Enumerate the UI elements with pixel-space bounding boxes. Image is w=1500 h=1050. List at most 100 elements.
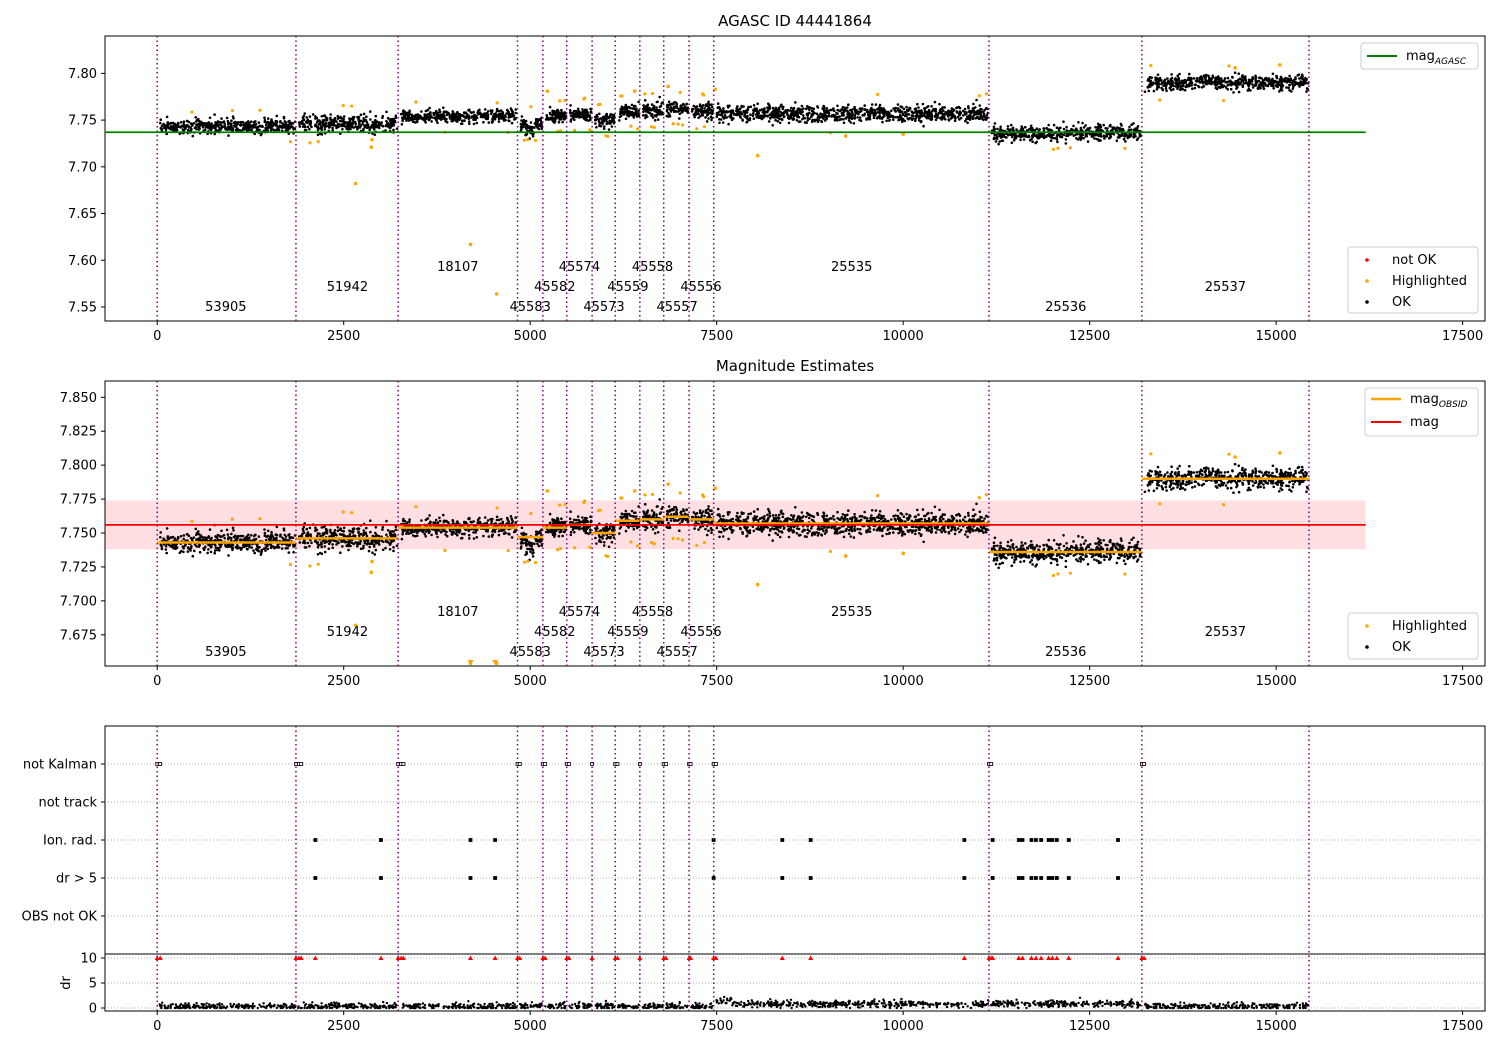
flag-mark — [1020, 838, 1025, 842]
flag-mark — [1046, 838, 1051, 842]
legend-mag-agasc-main: mag — [1406, 49, 1435, 64]
x-tick-label: 17500 — [1442, 329, 1483, 344]
flag-row-label: dr > 5 — [56, 872, 97, 887]
highlighted-point — [588, 128, 592, 132]
legend-mag-agasc-sub: AGASC — [1434, 57, 1467, 67]
flag-mark — [1029, 876, 1034, 880]
highlighted-point — [1233, 455, 1237, 459]
highlighted-point — [1233, 65, 1237, 70]
highlighted-point — [258, 517, 262, 521]
y-tick-label: 7.75 — [68, 114, 97, 129]
highlighted-point — [901, 132, 905, 136]
obsid-label: 45559 — [607, 625, 648, 640]
highlighted-point — [573, 546, 577, 550]
x-tick-label: 7500 — [700, 674, 733, 689]
panel-flags: not Kalman not track Ion. rad. dr > 5 OBS no… — [22, 725, 1486, 1034]
dr-overflow-marker — [688, 955, 694, 960]
dr-tick-label: 10 — [80, 952, 97, 967]
obsid-label: 25536 — [1045, 300, 1086, 315]
obsid-label: 18107 — [437, 260, 478, 275]
obsid-label: 45556 — [680, 280, 721, 295]
flag-mark — [313, 838, 318, 842]
highlighted-point — [369, 145, 374, 149]
highlighted-point — [984, 493, 989, 497]
highlighted-point — [533, 138, 538, 143]
flag-mark — [1054, 838, 1059, 842]
x-tick-label: 2500 — [327, 329, 360, 344]
dr-overflow-marker — [517, 955, 523, 960]
highlighted-point — [230, 517, 235, 521]
obsid-label: 45582 — [534, 625, 575, 640]
x-tick-label: 5000 — [514, 1019, 547, 1034]
highlighted-point — [353, 623, 358, 628]
obsid-label: 51942 — [327, 280, 368, 295]
highlighted-point — [288, 140, 293, 144]
highlighted-point — [558, 503, 562, 507]
flag-mark — [1116, 876, 1120, 880]
highlighted-point — [1227, 64, 1231, 68]
highlighted-point — [643, 493, 647, 497]
flag-mark — [493, 838, 498, 842]
highlighted-point — [316, 140, 320, 144]
highlighted-point — [582, 500, 586, 505]
highlighted-point — [1222, 502, 1226, 507]
panel-mag-title: Magnitude Estimates — [716, 357, 874, 375]
highlighted-point — [1056, 146, 1060, 150]
highlighted-point — [522, 138, 527, 142]
y-tick-label: 7.70 — [68, 160, 97, 175]
highlighted-point — [1123, 572, 1127, 576]
highlighted-point — [529, 511, 533, 516]
highlighted-point — [604, 134, 608, 138]
flag-mark — [1142, 762, 1147, 766]
highlighted-point — [876, 494, 880, 498]
flags-row-labels: not Kalman not track Ion. rad. dr > 5 OBS no… — [22, 758, 105, 1017]
highlighted-point — [619, 496, 623, 500]
panel-mag-x-axis: 0 2500 5000 7500 10000 12500 15000 17500 — [153, 666, 1483, 689]
highlighted-point — [619, 94, 623, 98]
flag-mark — [664, 762, 668, 766]
highlighted-point — [636, 544, 640, 548]
dr-tick-label: 5 — [89, 977, 97, 992]
flag-mark — [1016, 838, 1021, 842]
dr-overflow-marker — [1066, 955, 1072, 960]
legend-mag-obsid-label: magOBSID — [1410, 392, 1468, 410]
y-tick-label: 7.65 — [68, 207, 97, 222]
dr-overflow-marker — [961, 955, 967, 960]
dr-overflow-marker — [1016, 955, 1022, 960]
x-tick-label: 0 — [153, 329, 161, 344]
flag-row-label: Ion. rad. — [43, 834, 97, 849]
obsid-label: 25536 — [1045, 645, 1086, 660]
highlighted-point — [1158, 98, 1162, 102]
highlighted-point — [681, 538, 685, 542]
dr-overflow-marker — [312, 955, 318, 960]
highlighted-point — [529, 105, 533, 109]
highlighted-point — [588, 545, 592, 549]
highlighted-point — [370, 137, 374, 142]
highlighted-point — [563, 98, 567, 103]
highlighted-point — [506, 548, 510, 553]
dr-overflow-marker — [614, 955, 620, 960]
x-tick-label: 5000 — [514, 674, 547, 689]
dr-overflow-marker — [779, 955, 785, 960]
legend-mag-agasc-label: magAGASC — [1406, 49, 1467, 67]
flag-mark — [808, 876, 813, 880]
flag-mark — [1066, 876, 1071, 880]
highlighted-point — [582, 97, 586, 101]
x-tick-label: 15000 — [1255, 674, 1296, 689]
panel-agasc: AGASC ID 44441864 53905 51942 18107 45583 45… — [68, 12, 1486, 344]
x-tick-label: 2500 — [327, 674, 360, 689]
panel-flags-frame — [104, 725, 1486, 1012]
dr-overflow-marker — [1046, 955, 1052, 960]
obsid-label: 25537 — [1205, 280, 1246, 295]
y-tick-label: 7.750 — [60, 527, 97, 542]
flag-mark — [493, 876, 498, 880]
highlighted-point — [632, 89, 637, 93]
obsid-label: 45556 — [680, 625, 721, 640]
obsid-label: 25535 — [831, 260, 872, 275]
highlighted-point — [308, 141, 312, 145]
highlighted-point — [1123, 146, 1127, 151]
highlighted-point — [650, 91, 655, 96]
highlighted-point — [636, 127, 640, 131]
highlighted-point — [414, 100, 418, 104]
obsid-label: 45573 — [583, 645, 624, 660]
